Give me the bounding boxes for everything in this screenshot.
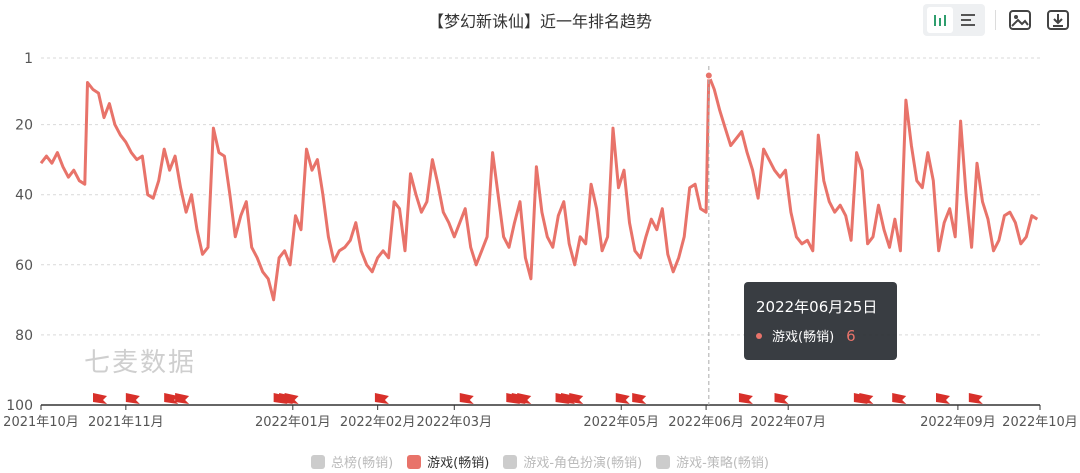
event-flag-icon[interactable]	[175, 393, 190, 411]
horizontal-bar-icon[interactable]	[955, 7, 981, 33]
chart-toolbar	[923, 4, 1072, 36]
event-flag-icon[interactable]	[859, 393, 874, 411]
watermark: 七麦数据	[84, 348, 197, 378]
legend-item[interactable]: 游戏-策略(畅销)	[656, 452, 769, 471]
event-flag-icon[interactable]	[892, 393, 907, 411]
event-flag-icon[interactable]	[569, 393, 584, 411]
event-flag-icon[interactable]	[968, 393, 983, 411]
y-tick-label: 80	[15, 328, 33, 344]
event-flag-icon[interactable]	[125, 393, 140, 411]
toolbar-divider	[995, 10, 996, 30]
save-image-icon[interactable]	[1006, 6, 1034, 34]
legend-item[interactable]: 游戏(畅销)	[407, 452, 489, 471]
tooltip-series-dot	[756, 332, 762, 339]
legend-label: 游戏(畅销)	[427, 456, 490, 471]
y-tick-label: 40	[15, 188, 33, 204]
x-tick-label: 2021年11月	[88, 415, 164, 430]
event-flag-icon[interactable]	[284, 393, 299, 411]
legend-swatch	[407, 454, 422, 469]
y-tick-label: 1	[24, 51, 33, 67]
event-flag-icon[interactable]	[632, 393, 647, 411]
x-tick-label: 2022年02月	[340, 415, 416, 430]
legend-swatch	[311, 454, 325, 469]
legend-label: 游戏-角色扮演(畅销)	[523, 456, 643, 471]
x-tick-label: 2022年06月	[668, 415, 744, 430]
legend-swatch	[656, 454, 671, 469]
chart-tooltip: 2022年06月25日 游戏(畅销) 6	[744, 282, 897, 360]
chart-legend: 总榜(畅销) 游戏(畅销) 游戏-角色扮演(畅销) 游戏-策略(畅销)	[0, 452, 1080, 471]
event-flag-icon[interactable]	[738, 393, 753, 411]
chart-title: 【梦幻新诛仙】近一年排名趋势	[427, 12, 652, 31]
event-flag-icon[interactable]	[935, 393, 950, 411]
y-tick-label: 20	[15, 118, 33, 134]
x-tick-label: 2022年01月	[255, 415, 331, 430]
x-tick-label: 2022年07月	[750, 415, 826, 430]
y-tick-label: 60	[15, 258, 33, 274]
tooltip-value: 6	[846, 326, 856, 345]
tooltip-series-name: 游戏(畅销)	[772, 330, 835, 345]
series-line	[39, 74, 1039, 302]
chart-type-switch	[923, 4, 985, 36]
legend-item[interactable]: 总榜(畅销)	[311, 452, 393, 471]
event-flag-icon[interactable]	[774, 393, 789, 411]
x-tick-label: 2022年05月	[583, 415, 659, 430]
event-flag-icon[interactable]	[459, 393, 474, 411]
legend-label: 游戏-策略(畅销)	[676, 456, 769, 471]
bar-chart-icon[interactable]	[927, 7, 953, 33]
download-icon[interactable]	[1044, 6, 1072, 34]
x-tick-label: 2022年09月	[920, 415, 996, 430]
x-tick-label: 2022年03月	[416, 415, 492, 430]
legend-swatch	[503, 454, 518, 469]
x-tick-label: 2021年10月	[3, 415, 79, 430]
event-flag-icon[interactable]	[93, 393, 108, 411]
tooltip-date: 2022年06月25日	[756, 298, 878, 316]
tooltip-row: 游戏(畅销) 6	[756, 326, 856, 345]
x-tick-label: 2022年10月	[1002, 415, 1078, 430]
event-flag-icon[interactable]	[164, 393, 179, 411]
y-tick-label: 100	[6, 398, 33, 414]
legend-item[interactable]: 游戏-角色扮演(畅销)	[503, 452, 642, 471]
legend-label: 总榜(畅销)	[331, 456, 394, 471]
event-flag-icon[interactable]	[517, 393, 532, 411]
event-flag-icon[interactable]	[374, 393, 389, 411]
event-flag-icon[interactable]	[615, 393, 630, 411]
hover-point	[704, 71, 713, 80]
